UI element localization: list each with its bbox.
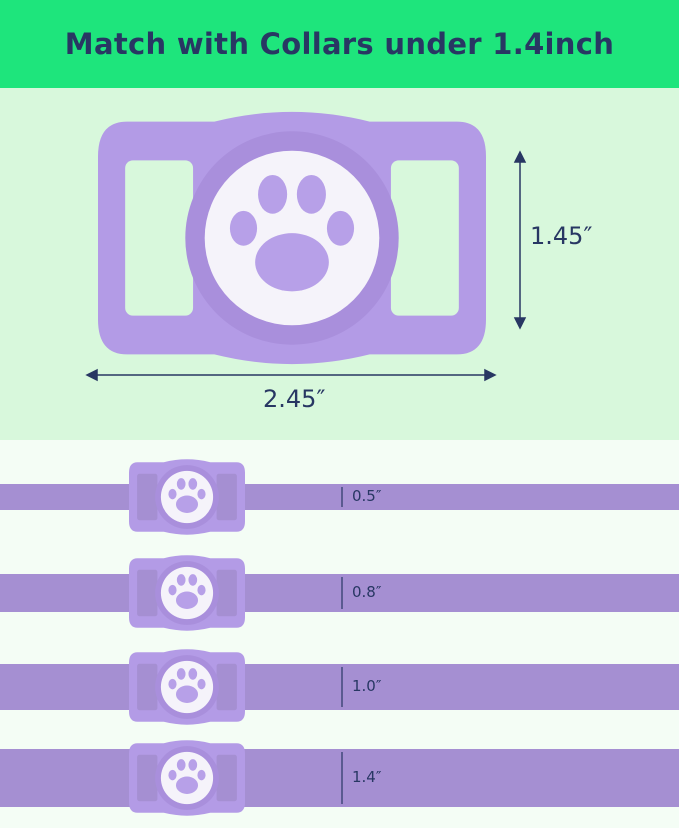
collar-band xyxy=(0,749,679,807)
airtag-holder xyxy=(98,111,486,365)
paw-icon xyxy=(168,668,206,703)
width-label: 2.45″ xyxy=(263,385,326,413)
collar-band xyxy=(0,484,679,510)
header-banner: Match with Collars under 1.4inch xyxy=(0,0,679,88)
header-title: Match with Collars under 1.4inch xyxy=(64,27,615,61)
collar-width-label: 1.4″ xyxy=(352,768,382,786)
collar-width-label: 1.0″ xyxy=(352,677,382,695)
collar-width-label: 0.5″ xyxy=(352,487,382,505)
paw-icon xyxy=(229,174,355,292)
collar-width-label: 0.8″ xyxy=(352,583,382,601)
big-tag xyxy=(85,111,527,382)
collar-band xyxy=(0,664,679,710)
paw-icon xyxy=(168,759,206,794)
airtag-holder xyxy=(129,555,245,631)
height-label: 1.45″ xyxy=(530,222,593,250)
height-arrow-icon xyxy=(513,150,527,330)
collar-band xyxy=(0,574,679,612)
airtag-holder xyxy=(129,740,245,816)
paw-icon xyxy=(168,574,206,609)
airtag-holder xyxy=(129,649,245,725)
airtag-holder xyxy=(129,459,245,535)
paw-icon xyxy=(168,478,206,513)
width-arrow-icon xyxy=(85,368,497,382)
